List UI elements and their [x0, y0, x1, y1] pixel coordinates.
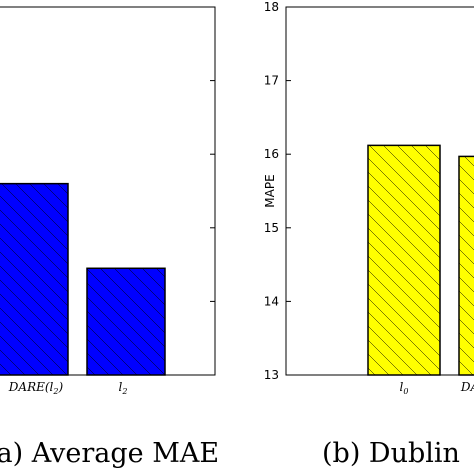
- panel-b-ytick-label: 13: [264, 368, 279, 382]
- panel-a-category-label: DARE(l2): [8, 380, 64, 396]
- panel-b-ytick-label: 17: [264, 74, 279, 88]
- panel-b-bars: [367, 144, 474, 376]
- panel-b-ytick-label: 14: [264, 294, 279, 308]
- panel-b-caption: (b) Dublin: [322, 438, 460, 469]
- panel-a-bar-hatch: [86, 267, 166, 376]
- panel-b-category-labels: l0 DA: [400, 380, 474, 396]
- panel-a: DARE(l2) l2 (a) Average MAE: [0, 6, 219, 469]
- panel-b-ytick-label: 15: [264, 221, 279, 235]
- panel-b-bar-hatch: [367, 144, 441, 376]
- panel-b-ticks: 13 14 15 16 17 18: [264, 0, 291, 382]
- panel-b-ytick-label: 18: [264, 0, 279, 14]
- panel-a-caption: (a) Average MAE: [0, 438, 219, 469]
- panel-b-category-label: DA: [460, 380, 474, 394]
- panel-b-bar-hatch: [458, 155, 474, 376]
- panel-a-category-label: l2: [119, 380, 128, 396]
- panel-a-bar-hatch: [0, 182, 69, 376]
- panel-b-ylabel: MAPE: [263, 174, 277, 207]
- panel-a-bars: [0, 182, 166, 376]
- panel-b-category-label: l0: [400, 380, 409, 396]
- panel-b-ytick-label: 16: [264, 147, 279, 161]
- panel-a-ticks: [210, 6, 215, 376]
- panel-b: 13 14 15 16 17 18 l0 DA MAPE (b) Dublin: [263, 0, 474, 469]
- panel-a-category-labels: DARE(l2) l2: [8, 380, 128, 396]
